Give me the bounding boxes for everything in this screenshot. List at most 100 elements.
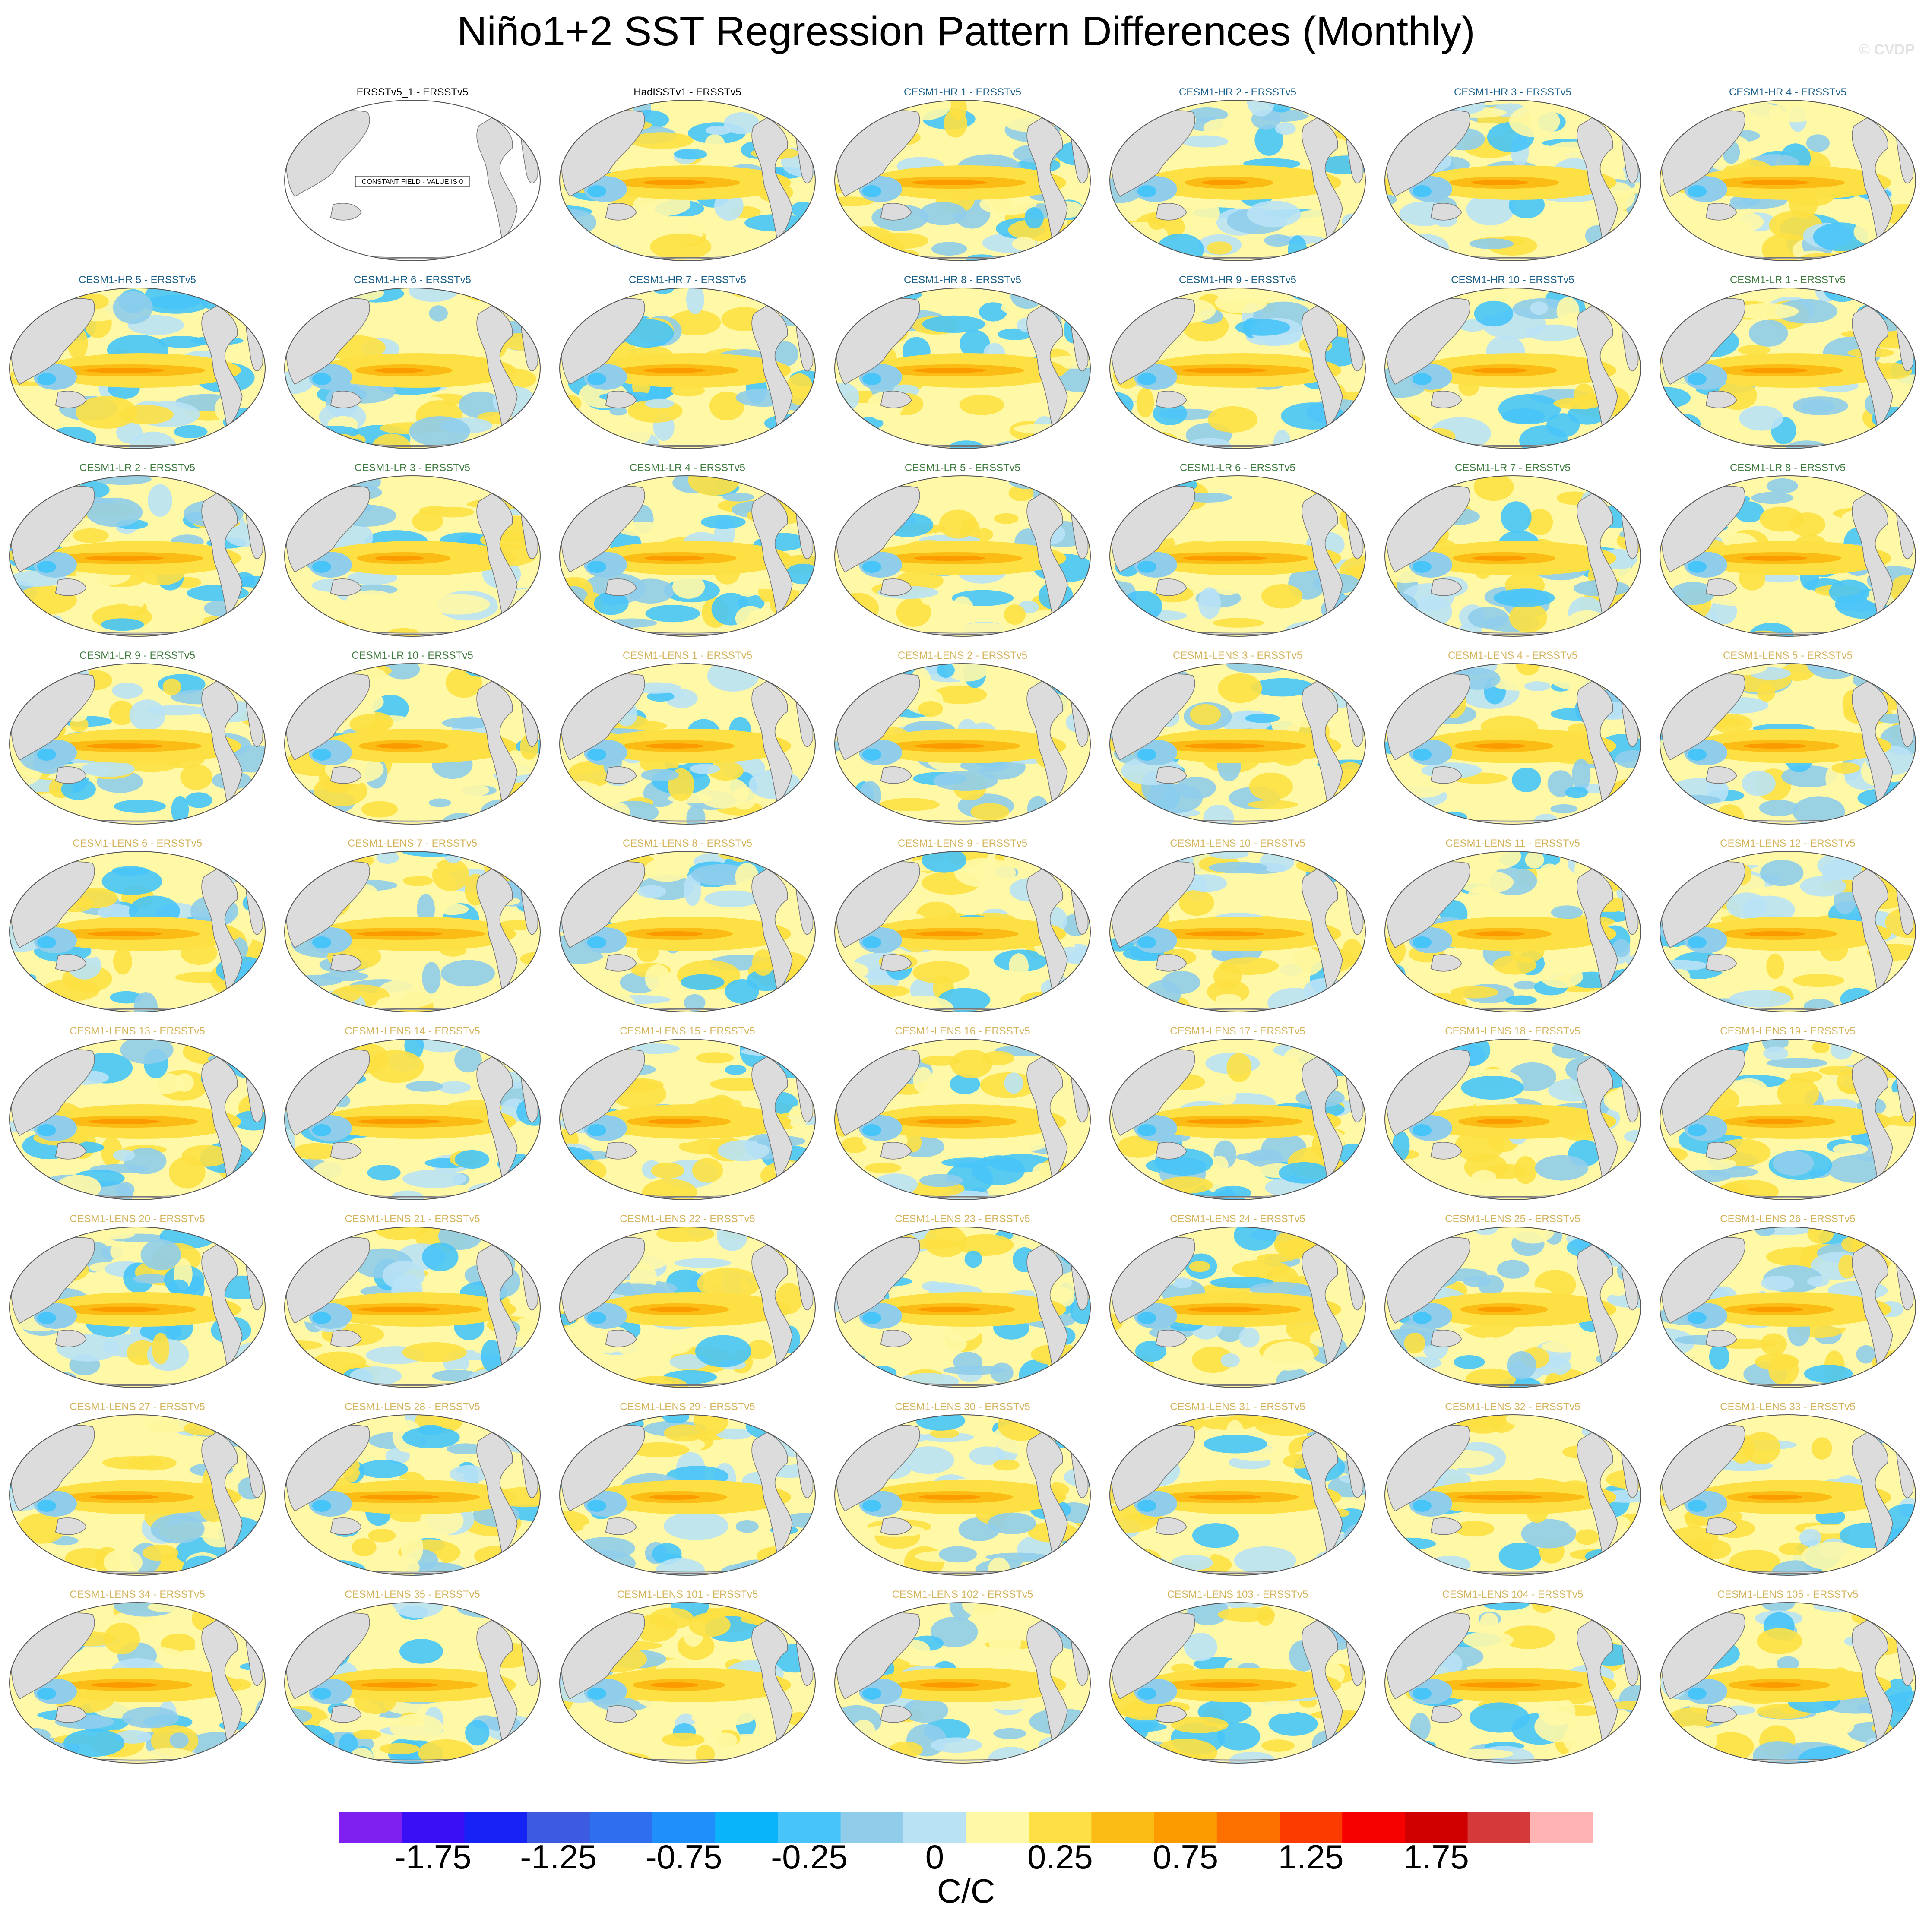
map-panel: CESM1-LENS 27 - ERSSTv5 [3, 1401, 271, 1582]
world-map [559, 1602, 816, 1764]
panel-title: CESM1-HR 7 - ERSSTv5 [628, 274, 747, 286]
world-map [284, 1227, 541, 1388]
world-map [284, 288, 541, 449]
panel-title: CESM1-LENS 16 - ERSSTv5 [895, 1025, 1030, 1037]
map-panel: CESM1-HR 5 - ERSSTv5 [3, 274, 271, 455]
world-map [559, 475, 816, 637]
map-panel: CESM1-LENS 32 - ERSSTv5 [1379, 1401, 1647, 1582]
world-map [1660, 288, 1916, 449]
world-map [1660, 1039, 1916, 1200]
map-panel: ERSSTv5_1 - ERSSTv5 CONSTANT FIELD - VALU… [279, 86, 546, 268]
panel-title: CESM1-LENS 29 - ERSSTv5 [620, 1401, 755, 1413]
map-panel: CESM1-LENS 7 - ERSSTv5 [279, 838, 546, 1019]
world-map [1384, 1039, 1641, 1200]
colorbar-tick-label: 0.75 [1153, 1838, 1219, 1876]
world-map [9, 1227, 266, 1388]
panel-title: CESM1-HR 9 - ERSSTv5 [1178, 274, 1297, 286]
map-panel: CESM1-LENS 23 - ERSSTv5 [829, 1213, 1096, 1394]
panel-title: CESM1-LENS 35 - ERSSTv5 [345, 1589, 480, 1600]
map-panel: CESM1-LENS 29 - ERSSTv5 [554, 1401, 821, 1582]
world-map [1660, 1602, 1916, 1764]
panel-title: CESM1-LR 5 - ERSSTv5 [904, 462, 1021, 474]
panel-title: CESM1-LENS 22 - ERSSTv5 [620, 1213, 755, 1225]
panel-title: CESM1-LENS 19 - ERSSTv5 [1720, 1025, 1856, 1037]
panel-title: CESM1-HR 3 - ERSSTv5 [1454, 86, 1572, 98]
map-panel: CESM1-LENS 103 - ERSSTv5 [1104, 1589, 1371, 1770]
panel-title: CESM1-LR 9 - ERSSTv5 [79, 650, 196, 661]
panel-title: CESM1-LENS 14 - ERSSTv5 [345, 1025, 480, 1037]
panel-title: CESM1-LENS 28 - ERSSTv5 [345, 1401, 480, 1413]
world-map [559, 851, 816, 1012]
world-map [9, 475, 266, 637]
colorbar-swatch [840, 1812, 904, 1843]
map-panel: CESM1-HR 3 - ERSSTv5 [1379, 86, 1647, 268]
world-map [284, 1602, 541, 1764]
map-panel: CESM1-LENS 102 - ERSSTv5 [829, 1589, 1096, 1770]
colorbar-swatch [1091, 1812, 1155, 1843]
map-panel: CESM1-LENS 20 - ERSSTv5 [3, 1213, 271, 1394]
world-map [559, 663, 816, 825]
map-panel: CESM1-LR 7 - ERSSTv5 [1379, 462, 1647, 643]
map-panel: CESM1-LR 5 - ERSSTv5 [829, 462, 1096, 643]
map-panel: CESM1-LENS 4 - ERSSTv5 [1379, 650, 1647, 831]
colorbar-swatch [1029, 1812, 1092, 1843]
panel-title: CESM1-LENS 23 - ERSSTv5 [895, 1213, 1030, 1225]
panel-title: CESM1-LR 7 - ERSSTv5 [1454, 462, 1571, 474]
world-map [9, 1602, 266, 1764]
map-panel: CESM1-LENS 17 - ERSSTv5 [1104, 1025, 1371, 1207]
colorbar-tick-label: -1.25 [520, 1838, 597, 1876]
world-map [284, 663, 541, 825]
map-panel: CESM1-LENS 12 - ERSSTv5 [1654, 838, 1922, 1019]
map-panel: CESM1-LENS 8 - ERSSTv5 [554, 838, 821, 1019]
world-map [1109, 663, 1366, 825]
panel-title: CESM1-LENS 31 - ERSSTv5 [1170, 1401, 1305, 1413]
panel-title: CESM1-HR 6 - ERSSTv5 [353, 274, 472, 286]
panel-title: ERSSTv5_1 - ERSSTv5 [356, 86, 469, 98]
world-map: CONSTANT FIELD - VALUE IS 0 [284, 100, 541, 261]
map-panel: CESM1-LENS 33 - ERSSTv5 [1654, 1401, 1922, 1582]
world-map [1109, 851, 1366, 1012]
map-panel: CESM1-HR 8 - ERSSTv5 [829, 274, 1096, 455]
panel-title: CESM1-LENS 18 - ERSSTv5 [1445, 1025, 1580, 1037]
world-map [1109, 288, 1366, 449]
map-panel: CESM1-LENS 6 - ERSSTv5 [3, 838, 271, 1019]
world-map [1384, 475, 1641, 637]
world-map [1384, 851, 1641, 1012]
panel-title: CESM1-LENS 101 - ERSSTv5 [617, 1589, 758, 1600]
world-map [284, 1414, 541, 1576]
map-panel: CESM1-LENS 10 - ERSSTv5 [1104, 838, 1371, 1019]
panel-title: CESM1-LENS 1 - ERSSTv5 [622, 650, 753, 661]
map-panel: CESM1-LR 6 - ERSSTv5 [1104, 462, 1371, 643]
map-panel: CESM1-LENS 104 - ERSSTv5 [1379, 1589, 1647, 1770]
map-panel: CESM1-LENS 105 - ERSSTv5 [1654, 1589, 1922, 1770]
panel-title: CESM1-LENS 9 - ERSSTv5 [897, 838, 1028, 849]
panel-title: CESM1-LENS 104 - ERSSTv5 [1442, 1589, 1584, 1600]
panel-title: CESM1-HR 4 - ERSSTv5 [1729, 86, 1847, 98]
world-map [1109, 1227, 1366, 1388]
map-panel: CESM1-HR 7 - ERSSTv5 [554, 274, 821, 455]
map-panel: CESM1-LENS 26 - ERSSTv5 [1654, 1213, 1922, 1394]
world-map [1660, 475, 1916, 637]
panel-title: CESM1-LR 1 - ERSSTv5 [1729, 274, 1846, 286]
world-map [1660, 1414, 1916, 1576]
panel-title: CESM1-HR 2 - ERSSTv5 [1178, 86, 1297, 98]
world-map [1660, 851, 1916, 1012]
map-panel: CESM1-LENS 25 - ERSSTv5 [1379, 1213, 1647, 1394]
panel-title: CESM1-LENS 102 - ERSSTv5 [892, 1589, 1033, 1600]
panel-title: CESM1-LENS 2 - ERSSTv5 [897, 650, 1028, 661]
panel-title: CESM1-LR 6 - ERSSTv5 [1179, 462, 1296, 474]
map-panel: CESM1-LENS 14 - ERSSTv5 [279, 1025, 546, 1207]
world-map [1660, 663, 1916, 825]
panel-title: CESM1-LENS 8 - ERSSTv5 [622, 838, 753, 849]
panel-title: CESM1-LENS 21 - ERSSTv5 [345, 1213, 480, 1225]
world-map [1109, 1414, 1366, 1576]
world-map [834, 1227, 1091, 1388]
colorbar [339, 1812, 1593, 1843]
map-panel: CESM1-LENS 15 - ERSSTv5 [554, 1025, 821, 1207]
panel-title: CESM1-LR 8 - ERSSTv5 [1729, 462, 1846, 474]
map-panel: CESM1-LR 8 - ERSSTv5 [1654, 462, 1922, 643]
world-map [1384, 1227, 1641, 1388]
world-map [1384, 288, 1641, 449]
map-panel: CESM1-LR 10 - ERSSTv5 [279, 650, 546, 831]
